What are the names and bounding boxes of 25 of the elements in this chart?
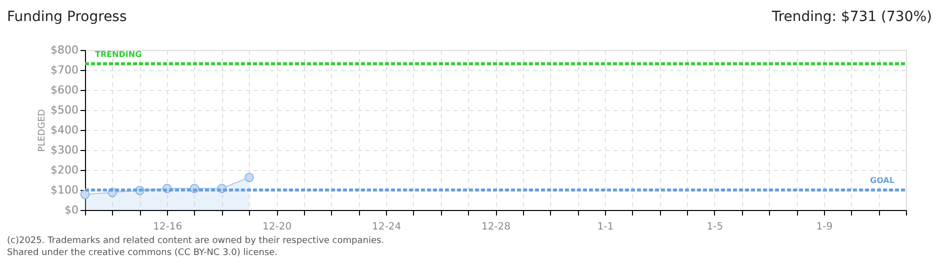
y-axis-title: PLEDGED [38, 109, 48, 152]
x-tick-label: 12-20 [262, 222, 292, 232]
y-tick-label: $500 [50, 104, 78, 116]
point [244, 172, 254, 182]
chart-title: Funding Progress [7, 9, 127, 25]
y-tick-label: $700 [50, 64, 78, 76]
ref-line-label: GOAL [870, 176, 894, 185]
y-tick-label: $100 [50, 184, 78, 196]
y-tick-label: $0 [64, 204, 78, 216]
x-tick-label: 12-16 [153, 222, 182, 232]
y-tick-label: $600 [50, 84, 78, 96]
text: Shared under the creative commons (CC BY-NC 3.0) license. [7, 248, 278, 258]
point [80, 190, 90, 200]
ref-line-label: TRENDING [95, 50, 142, 59]
x-tick-label: 12-24 [372, 222, 402, 232]
x-tick-label: 1-1 [597, 222, 614, 232]
text: Trending: $731 (730%) [770, 9, 932, 25]
y-tick-label: $400 [50, 124, 78, 136]
y-tick-label: $800 [50, 44, 78, 56]
text: (c)2025. Trademarks and related content are owned by their respective companies. [7, 236, 384, 246]
y-tick-label: $200 [50, 164, 78, 176]
y-tick-label: $300 [50, 144, 78, 156]
x-tick-label: 1-9 [816, 222, 833, 232]
x-tick-label: 1-5 [706, 222, 724, 232]
x-tick-label: 12-28 [481, 222, 511, 232]
